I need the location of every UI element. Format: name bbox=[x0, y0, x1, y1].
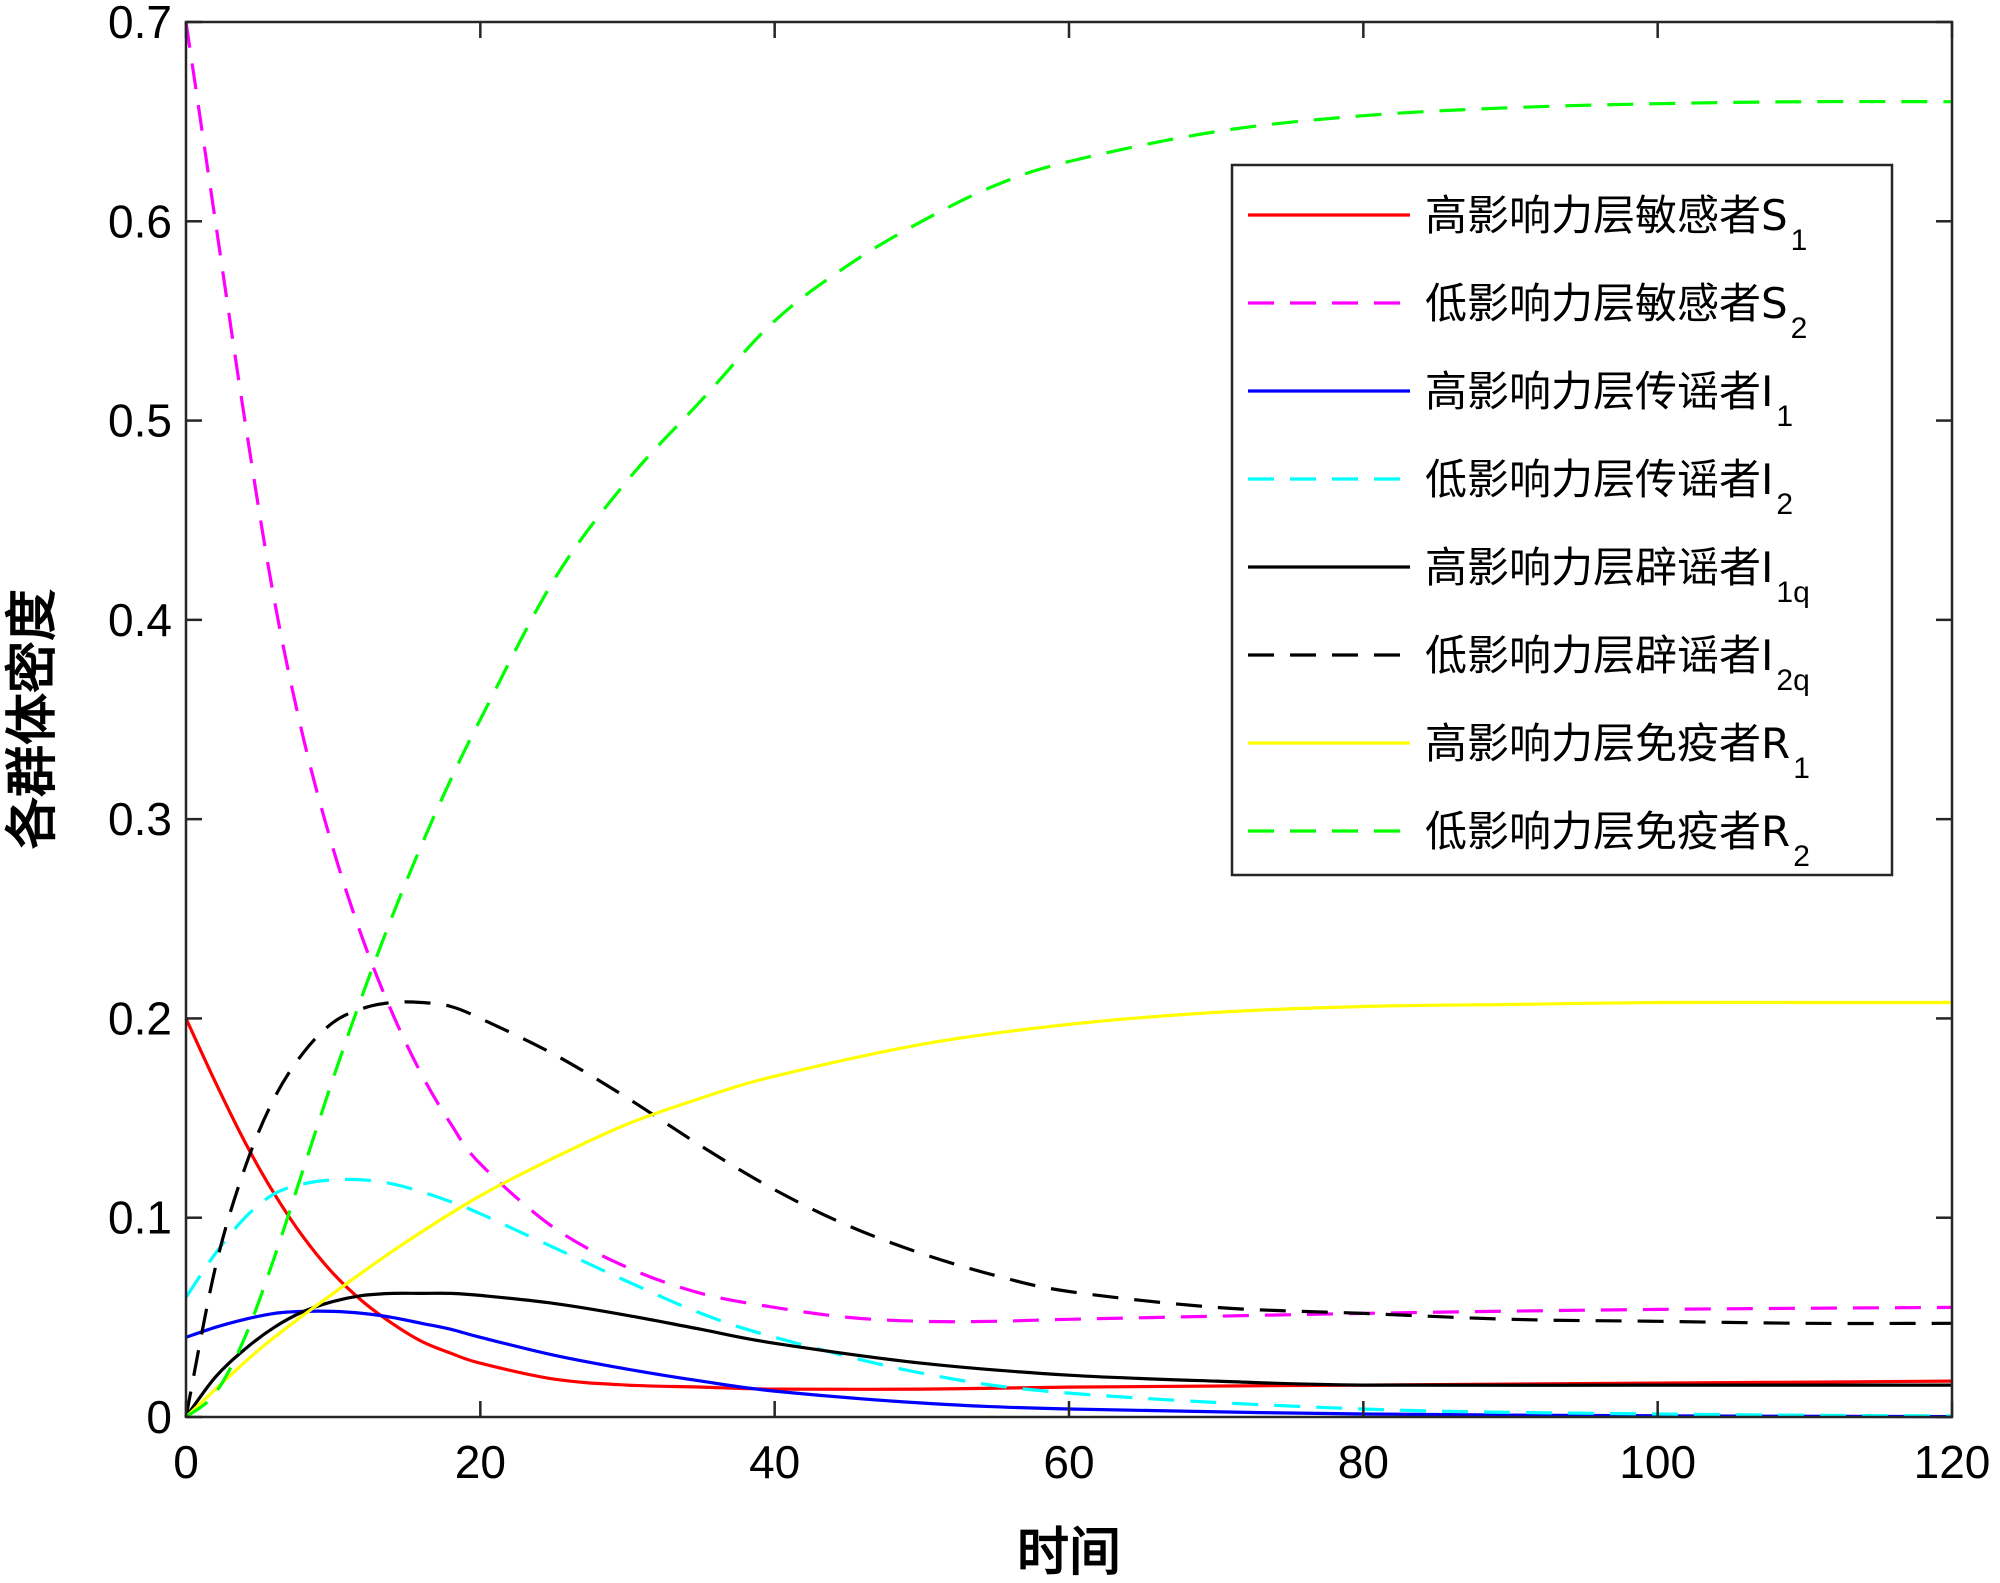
series-line-5 bbox=[184, 1291, 1952, 1418]
x-tick-label: 60 bbox=[1043, 1436, 1094, 1488]
x-tick-label: 80 bbox=[1338, 1436, 1389, 1488]
x-tick-label: 120 bbox=[1914, 1436, 1991, 1488]
series-line-7 bbox=[184, 1000, 1952, 1419]
series-line-8 bbox=[184, 99, 1953, 1419]
y-tick-label: 0.7 bbox=[108, 0, 172, 48]
y-tick-label: 0.3 bbox=[108, 793, 172, 845]
y-tick-label: 0 bbox=[146, 1391, 172, 1443]
legend-box bbox=[1230, 163, 1894, 877]
x-tick-label: 20 bbox=[455, 1436, 506, 1488]
ticks-layer: 0 20 40 60 80 100 120 0 0.1 0.2 0.3 0.4 0.5 0.6 0.7 bbox=[108, 0, 1990, 1488]
y-tick-label: 0.6 bbox=[108, 195, 172, 247]
y-tick-label: 0.5 bbox=[108, 395, 172, 447]
series-line-6 bbox=[184, 1000, 1953, 1418]
x-tick-label: 100 bbox=[1619, 1436, 1696, 1488]
x-tick-label: 40 bbox=[749, 1436, 800, 1488]
legend: 高影响力层敏感者S1低影响力层敏感者S2高影响力层传谣者I1低影响力层传谣者I2… bbox=[1230, 163, 1894, 877]
x-axis-label: 时间 bbox=[1017, 1522, 1121, 1583]
y-tick-label: 0.1 bbox=[108, 1192, 172, 1244]
y-tick-label: 0.2 bbox=[108, 992, 172, 1044]
series-line-2 bbox=[184, 21, 1953, 1324]
y-tick-label: 0.4 bbox=[108, 594, 172, 646]
y-axis-label: 各群体密度 bbox=[2, 589, 63, 849]
x-tick-label: 0 bbox=[173, 1436, 199, 1488]
